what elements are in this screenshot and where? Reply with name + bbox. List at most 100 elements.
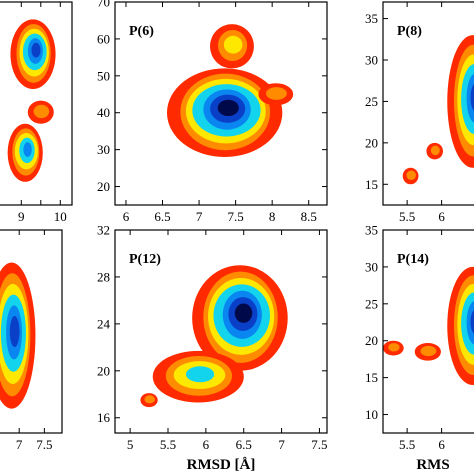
density-blob [192, 265, 288, 371]
panel-5: 5 5.5 6 6.5 7 7.5 16 20 24 28 32 P(12) RMSD [Å] [97, 223, 328, 473]
x-tick-label: 5.5 [399, 209, 415, 224]
density-blob [0, 262, 36, 409]
plot-frame [114, 229, 328, 434]
density-blob [447, 266, 474, 386]
contour-level-2 [265, 87, 287, 100]
y-tick-label: 20 [97, 363, 110, 378]
contour-level-6 [9, 316, 20, 348]
x-axis-label: RMS [416, 457, 449, 473]
density-blob [402, 167, 419, 185]
y-tick-label: 30 [97, 142, 110, 157]
density-blob [414, 342, 441, 361]
density-blob [7, 123, 43, 182]
y-tick-label: 35 [365, 11, 378, 26]
x-tick-label: 5.5 [160, 437, 176, 452]
y-tick-label: 16 [97, 410, 111, 425]
density-field [402, 35, 474, 185]
x-tick-label: 6.5 [154, 209, 170, 224]
contour-level-5 [466, 73, 474, 123]
density-field [140, 265, 288, 408]
y-tick-label: 28 [97, 269, 110, 284]
y-tick-label: 25 [365, 296, 378, 311]
panel-2: 6 6.5 7 7.5 8 8.5 20 30 40 50 60 70 P(6) [97, 0, 328, 224]
density-blob [166, 68, 283, 158]
contour-level-3 [223, 35, 243, 54]
x-tick-label: 9 [18, 209, 25, 224]
density-field [166, 24, 294, 158]
y-tick-label: 70 [97, 0, 110, 10]
y-tick-label: 25 [365, 94, 378, 109]
density-blob [27, 100, 54, 124]
y-tick-label: 10 [365, 407, 378, 422]
y-tick-label: 24 [97, 316, 111, 331]
plot-frame [382, 1, 474, 206]
contour-level-4 [185, 366, 215, 383]
y-tick-label: 15 [365, 177, 378, 192]
contour-level-2 [388, 343, 400, 352]
y-tick-label: 40 [97, 105, 110, 120]
density-blob [383, 340, 404, 356]
panel-label: P(14) [397, 252, 429, 267]
plot-frame [114, 1, 328, 206]
y-tick-label: 35 [365, 223, 378, 238]
contour-level-5 [466, 301, 474, 345]
y-tick-label: 20 [365, 333, 378, 348]
x-axis-label: RMSD [Å] [187, 457, 256, 473]
contour-level-5 [23, 142, 32, 157]
x-tick-label: 6 [438, 437, 445, 452]
x-tick-label: 7.5 [36, 437, 52, 452]
contour-level-6 [31, 42, 41, 58]
x-tick-label: 6 [438, 209, 445, 224]
y-tick-label: 50 [97, 68, 110, 83]
panel-1: 9 10 [0, 1, 73, 224]
density-blob [10, 19, 56, 89]
x-tick-label: 5 [127, 437, 134, 452]
x-tick-label: 8.5 [301, 209, 317, 224]
y-tick-label: 60 [97, 31, 110, 46]
panel-3: 5.5 6 15 20 25 30 35 P(8) [365, 1, 474, 224]
x-tick-label: 7.5 [311, 437, 327, 452]
plot-frame [382, 229, 474, 434]
x-tick-label: 6 [203, 437, 210, 452]
density-blob [258, 83, 294, 106]
density-field [7, 19, 56, 182]
contour-level-7 [217, 99, 239, 117]
x-tick-label: 5.5 [399, 437, 415, 452]
contour-level-2 [33, 104, 50, 119]
density-blob [140, 393, 158, 408]
contour-level-6 [470, 310, 474, 334]
contour-level-2 [420, 345, 437, 357]
density-blob [209, 24, 254, 69]
panel-label: P(12) [129, 252, 161, 267]
contour-level-6 [470, 84, 474, 111]
contour-level-2 [406, 170, 416, 180]
y-tick-label: 30 [365, 259, 378, 274]
density-field [0, 262, 36, 409]
x-tick-label: 6.5 [236, 437, 252, 452]
y-tick-label: 30 [365, 53, 378, 68]
plot-frame [0, 229, 63, 434]
density-blob [426, 142, 444, 160]
x-tick-label: 7 [278, 437, 285, 452]
x-tick-label: 7 [16, 437, 23, 452]
contour-level-2 [144, 395, 155, 404]
panel-6: 5.5 6 10 15 20 25 30 35 P(14) RMS [365, 223, 474, 473]
y-tick-label: 15 [365, 370, 378, 385]
panel-label: P(6) [129, 24, 154, 39]
density-field [383, 266, 474, 386]
x-tick-label: 8 [269, 209, 276, 224]
density-blob [152, 350, 244, 403]
x-tick-label: 10 [54, 209, 67, 224]
contour-level-2 [430, 145, 440, 156]
x-tick-label: 7 [196, 209, 203, 224]
density-blob [447, 35, 474, 168]
y-tick-label: 20 [365, 135, 378, 150]
plot-frame [0, 1, 73, 206]
panel-label: P(8) [397, 24, 422, 39]
x-tick-label: 7.5 [227, 209, 243, 224]
contour-level-7 [234, 303, 253, 323]
x-tick-label: 6 [123, 209, 130, 224]
panel-4: 7 7.5 [0, 229, 63, 452]
